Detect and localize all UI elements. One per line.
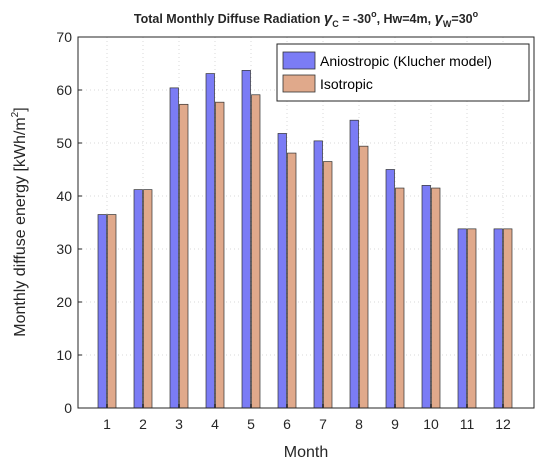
x-tick-label: 6 (283, 416, 291, 432)
bar-anisotropic-3 (169, 87, 179, 409)
x-tick-label: 11 (460, 416, 475, 432)
x-tick-label: 10 (423, 416, 439, 432)
bar-isotropic-9 (395, 187, 405, 409)
bar-isotropic-8 (359, 145, 369, 409)
bar-anisotropic-11 (457, 228, 467, 409)
bar-anisotropic-7 (313, 140, 323, 409)
x-tick-label: 1 (103, 416, 111, 432)
bar-anisotropic-9 (385, 169, 395, 409)
y-tick-label: 0 (64, 400, 72, 416)
x-tick-label: 12 (495, 416, 511, 432)
bar-isotropic-5 (251, 94, 261, 409)
bar-anisotropic-12 (493, 228, 503, 409)
x-tick-label: 9 (391, 416, 399, 432)
x-tick-label: 5 (247, 416, 255, 432)
y-tick-label: 10 (56, 347, 72, 363)
bar-isotropic-11 (467, 228, 477, 409)
bar-anisotropic-5 (241, 70, 251, 409)
bar-anisotropic-6 (277, 133, 287, 409)
y-axis-ticks: 0 10 20 30 40 50 60 70 (56, 29, 82, 416)
bar-anisotropic-10 (421, 185, 431, 409)
bar-isotropic-12 (503, 228, 513, 409)
x-tick-label: 2 (139, 416, 147, 432)
bar-isotropic-3 (179, 103, 189, 409)
legend-box (276, 43, 530, 102)
x-tick-label: 4 (211, 416, 219, 432)
y-tick-label: 60 (56, 82, 72, 98)
y-axis-label: Monthly diffuse energy [kWh/m2] (10, 107, 29, 336)
bar-isotropic-4 (215, 101, 225, 409)
y-tick-label: 70 (56, 29, 72, 45)
bar-anisotropic-4 (205, 73, 215, 409)
bar-isotropic-2 (143, 189, 153, 409)
y-tick-label: 20 (56, 294, 72, 310)
x-axis-label: Month (284, 444, 328, 461)
x-tick-label: 3 (175, 416, 183, 432)
bar-anisotropic-8 (349, 119, 359, 409)
x-tick-label: 8 (355, 416, 363, 432)
legend-swatch-isotropic (282, 74, 316, 93)
x-tick-label: 7 (319, 416, 327, 432)
bar-isotropic-7 (323, 161, 333, 409)
legend: Aniostropic (Klucher model) Isotropic (276, 43, 530, 102)
legend-label-anisotropic: Aniostropic (Klucher model) (320, 53, 492, 69)
y-tick-label: 50 (56, 135, 72, 151)
chart-title: Total Monthly Diffuse Radiation γC = -30… (134, 9, 479, 29)
x-axis-ticks: 1 2 3 4 5 6 7 8 9 10 11 12 (103, 404, 511, 432)
bar-isotropic-6 (287, 152, 297, 409)
y-tick-label: 40 (56, 188, 72, 204)
y-tick-label: 30 (56, 241, 72, 257)
bar-isotropic-1 (107, 214, 117, 409)
bar-isotropic-10 (431, 187, 441, 409)
bar-anisotropic-2 (133, 189, 143, 409)
legend-swatch-anisotropic (282, 51, 316, 70)
plot-frame (77, 36, 535, 409)
bar-anisotropic-1 (97, 214, 107, 409)
legend-label-isotropic: Isotropic (320, 76, 373, 92)
